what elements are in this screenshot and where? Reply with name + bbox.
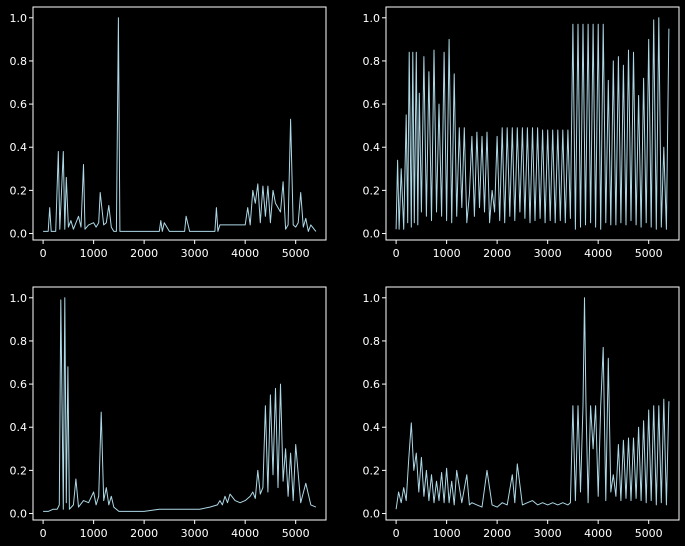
y-tick-label: 1.0 bbox=[10, 292, 28, 305]
x-tick-label: 4000 bbox=[584, 527, 612, 540]
y-tick-label: 0.2 bbox=[10, 184, 28, 197]
x-tick-label: 5000 bbox=[635, 527, 663, 540]
x-tick-label: 5000 bbox=[282, 247, 310, 260]
x-tick-label: 3000 bbox=[534, 527, 562, 540]
y-tick-label: 0.2 bbox=[363, 184, 381, 197]
x-tick-label: 0 bbox=[40, 527, 47, 540]
y-tick-label: 0.4 bbox=[10, 421, 28, 434]
y-tick-label: 0.0 bbox=[363, 508, 381, 521]
x-tick-label: 1000 bbox=[80, 527, 108, 540]
y-tick-label: 0.6 bbox=[363, 378, 381, 391]
y-tick-label: 0.8 bbox=[10, 335, 28, 348]
x-tick-label: 4000 bbox=[231, 527, 259, 540]
subplot-bottom-right: 0 1000 2000 3000 4000 5000 0.0 0.2 0.4 0.6 0.8 1.0 bbox=[363, 286, 680, 540]
subplot-bottom-left: 0 1000 2000 3000 4000 5000 0.0 0.2 0.4 0.6 0.8 1.0 bbox=[10, 286, 327, 540]
x-tick-label: 1000 bbox=[433, 527, 461, 540]
y-tick-label: 0.4 bbox=[363, 141, 381, 154]
x-tick-label: 1000 bbox=[80, 247, 108, 260]
axes-frame bbox=[32, 286, 327, 521]
axes-frame bbox=[32, 6, 327, 241]
series-line bbox=[395, 297, 670, 510]
y-tick-label: 0.2 bbox=[363, 464, 381, 477]
y-tick-label: 0.4 bbox=[10, 141, 28, 154]
y-tick-label: 0.8 bbox=[363, 55, 381, 68]
x-tick-label: 3000 bbox=[534, 247, 562, 260]
x-tick-label: 4000 bbox=[231, 247, 259, 260]
y-tick-label: 0.0 bbox=[10, 228, 28, 241]
y-tick-label: 0.6 bbox=[10, 98, 28, 111]
x-tick-label: 5000 bbox=[282, 527, 310, 540]
x-tick-label: 5000 bbox=[635, 247, 663, 260]
series-line bbox=[43, 17, 317, 232]
subplot-top-left: 0 1000 2000 3000 4000 5000 0.0 0.2 0.4 0.6 0.8 1.0 bbox=[10, 6, 327, 260]
y-tick-label: 1.0 bbox=[363, 292, 381, 305]
axes-frame bbox=[385, 286, 680, 521]
x-tick-label: 0 bbox=[40, 247, 47, 260]
y-tick-label: 0.4 bbox=[363, 421, 381, 434]
x-tick-label: 2000 bbox=[483, 247, 511, 260]
axes-frame bbox=[385, 6, 680, 241]
x-tick-label: 2000 bbox=[130, 247, 158, 260]
y-tick-label: 0.0 bbox=[10, 508, 28, 521]
y-tick-label: 0.6 bbox=[363, 98, 381, 111]
x-tick-label: 2000 bbox=[130, 527, 158, 540]
y-tick-label: 0.8 bbox=[363, 335, 381, 348]
subplot-grid: 0 1000 2000 3000 4000 50000.00.20.40.60.81.00… bbox=[10, 6, 680, 540]
x-tick-label: 3000 bbox=[181, 247, 209, 260]
x-tick-label: 1000 bbox=[433, 247, 461, 260]
y-tick-label: 0.0 bbox=[363, 228, 381, 241]
x-tick-label: 0 bbox=[393, 527, 400, 540]
x-tick-label: 4000 bbox=[584, 247, 612, 260]
y-tick-label: 0.8 bbox=[10, 55, 28, 68]
y-tick-label: 0.6 bbox=[10, 378, 28, 391]
x-tick-label: 0 bbox=[393, 247, 400, 260]
series-line bbox=[43, 297, 317, 512]
x-tick-label: 2000 bbox=[483, 527, 511, 540]
subplot-top-right: 0 1000 2000 3000 4000 5000 0.0 0.2 0.4 0.6 0.8 1.0 bbox=[363, 6, 680, 260]
x-tick-label: 3000 bbox=[181, 527, 209, 540]
y-tick-label: 0.2 bbox=[10, 464, 28, 477]
y-tick-label: 1.0 bbox=[10, 12, 28, 25]
series-line bbox=[395, 17, 670, 230]
y-tick-label: 1.0 bbox=[363, 12, 381, 25]
